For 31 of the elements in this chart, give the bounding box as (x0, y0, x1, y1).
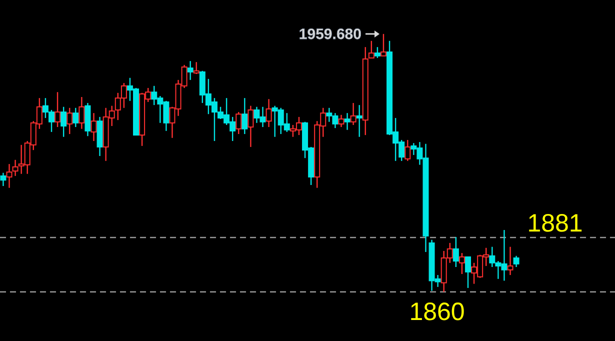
candlestick (193, 61, 200, 75)
candlestick (72, 107, 79, 128)
candlestick (66, 107, 73, 135)
candlestick (266, 98, 272, 128)
candlestick (404, 139, 411, 162)
candlestick (356, 104, 362, 138)
candlestick (338, 114, 344, 128)
candlestick (513, 255, 520, 268)
candlestick (187, 60, 194, 81)
candlestick (368, 40, 374, 59)
candlestick (464, 256, 471, 289)
candlestick (458, 252, 465, 275)
candlestick (12, 159, 18, 177)
candlestick (6, 163, 12, 188)
candlestick (60, 106, 67, 138)
annotation: 1959.680 (298, 26, 362, 43)
candlestick (78, 96, 85, 130)
candlestick (344, 112, 350, 130)
candlestick (54, 92, 61, 128)
candlestick (350, 102, 356, 126)
candlestick (242, 97, 248, 135)
ref-line-label: 1881 (527, 210, 583, 238)
candlestick (248, 105, 254, 148)
candlestick (374, 46, 380, 59)
candlestick (380, 33, 386, 56)
candlestick (507, 246, 514, 276)
candlestick (452, 236, 459, 268)
candlestick (236, 111, 242, 135)
candlestick (90, 112, 97, 142)
ref-line-label: 1860 (409, 298, 465, 326)
candlestick (0, 172, 6, 187)
